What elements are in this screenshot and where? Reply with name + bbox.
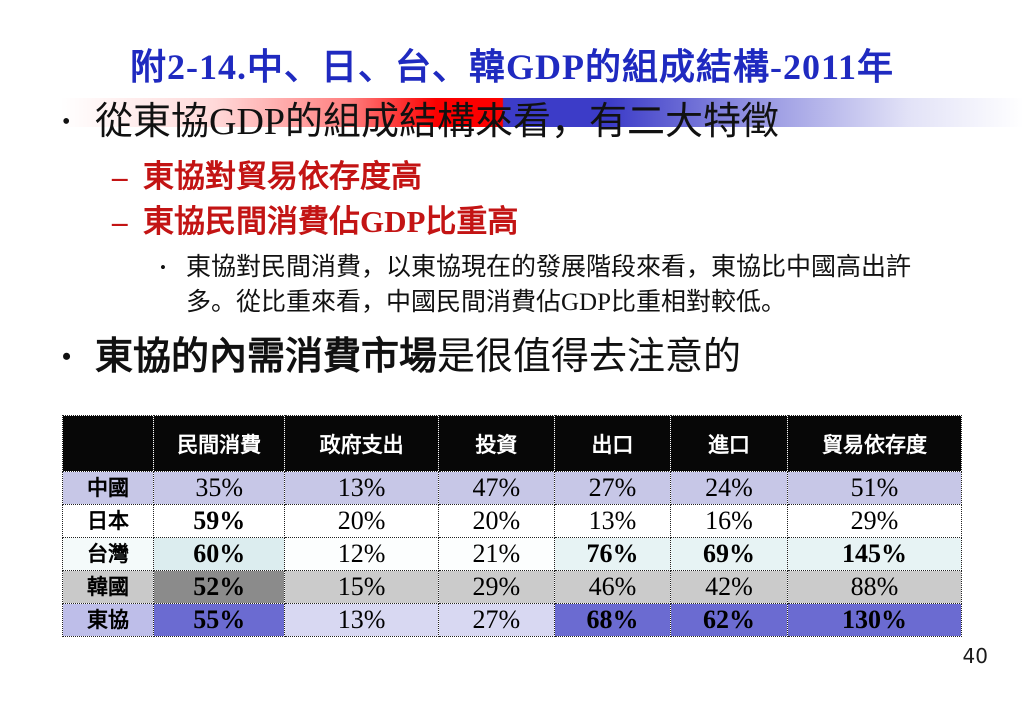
table-row: 台灣 60% 12% 21% 76% 69% 145% [61, 537, 963, 571]
gradient-banner [60, 98, 1024, 127]
gdp-table-body: 中國 35% 13% 47% 27% 24% 51% 日本 59% 20% 20% 13% 16% 29%… [61, 471, 963, 637]
bullet-level3-note: • 東協對民間消費，以東協現在的發展階段來看，東協比中國高出許 多。從比重來看，… [160, 250, 960, 320]
data-cell: 69% [669, 537, 788, 571]
dash-marker-icon: – [112, 204, 128, 239]
data-cell: 27% [437, 603, 555, 637]
data-cell: 130% [786, 603, 963, 637]
row-label: 東協 [61, 603, 155, 637]
bullet-dot-icon: • [62, 342, 72, 371]
gdp-table-head: 民間消費 政府支出 投資 出口 進口 貿易依存度 [61, 415, 963, 472]
bullet-level3-line2: 多。從比重來看，中國民間消費佔GDP比重相對較低。 [186, 289, 787, 316]
table-row: 東協 55% 13% 27% 68% 62% 130% [61, 603, 963, 637]
table-row: 中國 35% 13% 47% 27% 24% 51% [61, 471, 963, 505]
data-cell: 60% [153, 537, 286, 571]
data-cell: 13% [284, 471, 439, 505]
bullet2-regular-text: 是很值得去注意的 [437, 336, 742, 378]
table-row: 韓國 52% 15% 29% 46% 42% 88% [61, 570, 963, 604]
bullet-level2-trade-dependence: – 東協對貿易依存度高 [112, 158, 992, 196]
page-number: 40 [962, 644, 988, 668]
data-cell: 68% [553, 603, 671, 637]
data-cell: 46% [553, 570, 671, 604]
slide-title: 附2-14.中、日、台、韓GDP的組成結構-2011年 [130, 47, 894, 87]
bullet2-bold-text: 東協的內需消費市場 [95, 336, 438, 378]
data-cell: 47% [437, 471, 555, 505]
bullet-level3-line1: 東協對民間消費，以東協現在的發展階段來看，東協比中國高出許 [186, 254, 912, 281]
data-cell: 13% [553, 504, 671, 538]
data-cell: 55% [153, 603, 286, 637]
data-cell: 20% [437, 504, 555, 538]
data-cell: 27% [553, 471, 671, 505]
column-header: 貿易依存度 [786, 415, 963, 472]
bullet-level1-features: • 從東協GDP的組成結構來看，有二大特徵 [62, 99, 1012, 145]
bullet-level1-domestic-market: • 東協的內需消費市場是很值得去注意的 [62, 334, 1012, 380]
bullet1a-text: 東協對貿易依存度高 [143, 159, 422, 194]
bullet-dot-icon: • [62, 109, 71, 135]
data-cell: 29% [437, 570, 555, 604]
gdp-table: 民間消費 政府支出 投資 出口 進口 貿易依存度 中國 35% 13% 47% 27% 24% 51%… [61, 415, 963, 637]
data-cell: 35% [153, 471, 286, 505]
column-header: 政府支出 [284, 415, 439, 472]
data-cell: 21% [437, 537, 555, 571]
data-cell: 62% [669, 603, 788, 637]
column-header: 出口 [553, 415, 671, 472]
row-label: 日本 [61, 504, 155, 538]
column-header: 進口 [669, 415, 788, 472]
data-cell: 13% [284, 603, 439, 637]
column-header [61, 415, 155, 472]
bullet-dot-icon: • [160, 258, 166, 277]
data-cell: 24% [669, 471, 788, 505]
data-cell: 15% [284, 570, 439, 604]
data-cell: 145% [786, 537, 963, 571]
data-cell: 88% [786, 570, 963, 604]
data-cell: 42% [669, 570, 788, 604]
data-cell: 16% [669, 504, 788, 538]
row-label: 韓國 [61, 570, 155, 604]
bullet1b-text: 東協民間消費佔GDP比重高 [143, 204, 519, 239]
dash-marker-icon: – [112, 159, 128, 194]
data-cell: 52% [153, 570, 286, 604]
table-row: 日本 59% 20% 20% 13% 16% 29% [61, 504, 963, 538]
data-cell: 12% [284, 537, 439, 571]
row-label: 台灣 [61, 537, 155, 571]
bullet2-text: 東協的內需消費市場是很值得去注意的 [95, 334, 741, 380]
data-cell: 29% [786, 504, 963, 538]
data-cell: 51% [786, 471, 963, 505]
data-cell: 20% [284, 504, 439, 538]
bullet-level3-text: 東協對民間消費，以東協現在的發展階段來看，東協比中國高出許 多。從比重來看，中國… [186, 250, 911, 320]
data-cell: 76% [553, 537, 671, 571]
row-label: 中國 [61, 471, 155, 505]
column-header: 民間消費 [153, 415, 286, 472]
column-header: 投資 [437, 415, 555, 472]
data-cell: 59% [153, 504, 286, 538]
gdp-table-head-row: 民間消費 政府支出 投資 出口 進口 貿易依存度 [61, 415, 963, 472]
bullet1-text: 從東協GDP的組成結構來看，有二大特徵 [95, 101, 780, 143]
bullet-level2-private-consumption: – 東協民間消費佔GDP比重高 [112, 203, 992, 241]
